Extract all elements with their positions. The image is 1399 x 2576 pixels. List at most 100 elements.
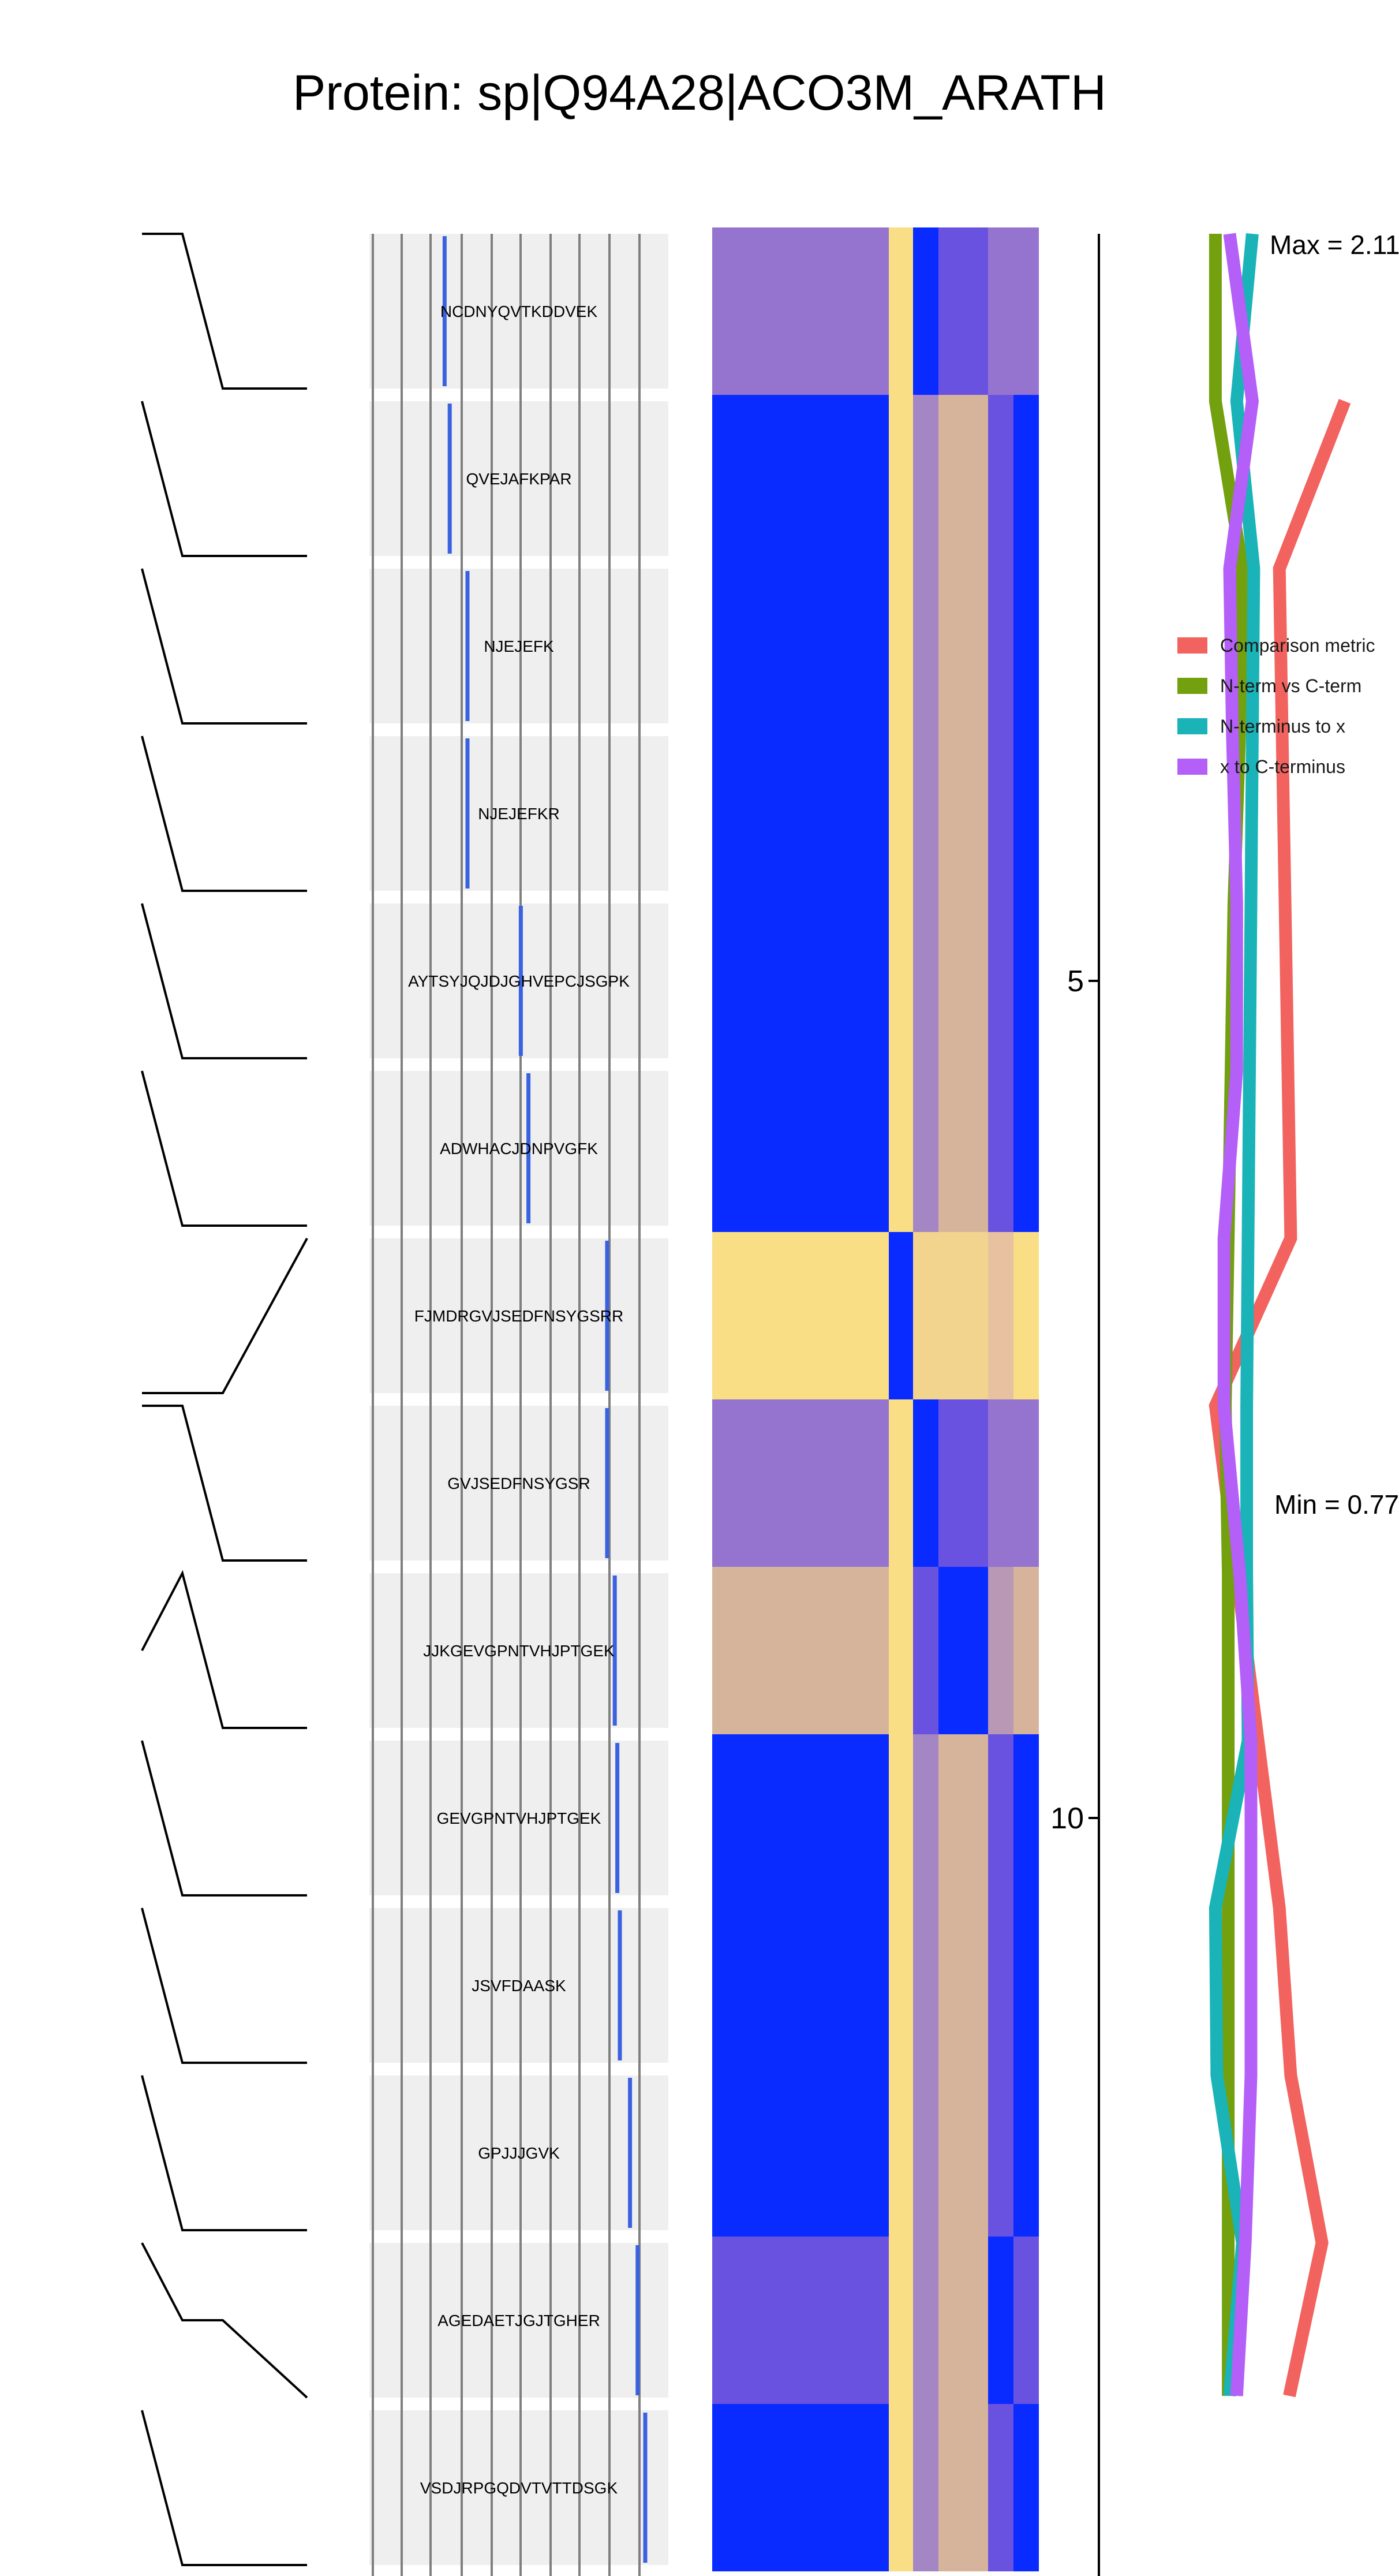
heatmap-cell bbox=[889, 395, 913, 562]
heatmap-cell bbox=[838, 1567, 862, 1734]
heatmap-cell bbox=[862, 227, 889, 395]
heatmap-cell bbox=[938, 1065, 988, 1232]
heatmap-cell bbox=[1013, 395, 1039, 562]
heatmap-panel bbox=[712, 227, 1039, 2571]
peptide-shape-line bbox=[142, 233, 307, 390]
heatmap-cell bbox=[838, 227, 862, 395]
peptide-sequence-label: NCDNYQVTKDDVEK bbox=[440, 303, 598, 320]
line-series bbox=[1209, 398, 1351, 2398]
heatmap-cell bbox=[988, 1399, 1013, 1567]
heatmap-cell bbox=[889, 2404, 913, 2571]
peptide-shape-line bbox=[141, 568, 307, 725]
peptide-sequence-label: VSDJRPGQDVTVTTDSGK bbox=[420, 2479, 618, 2497]
heatmap-cell bbox=[862, 1232, 889, 1399]
heatmap-cell bbox=[988, 2404, 1013, 2571]
heatmap-cell bbox=[889, 2069, 913, 2237]
peptide-sequence-label: GEVGPNTVHJPTGEK bbox=[437, 1809, 601, 1827]
peptide-row-bg bbox=[369, 2243, 668, 2398]
heatmap-cell bbox=[1013, 2069, 1039, 2237]
heatmap-cell bbox=[913, 2237, 938, 2404]
legend-entry-label: N-terminus to x bbox=[1220, 716, 1345, 737]
heatmap-cell bbox=[938, 1734, 988, 1902]
peptide-shape-line bbox=[142, 1405, 307, 1562]
heatmap-cell bbox=[862, 2237, 889, 2404]
legend-entry-label: Comparison metric bbox=[1220, 635, 1375, 656]
heatmap-cell bbox=[988, 1567, 1013, 1734]
heatmap-cell bbox=[862, 2404, 889, 2571]
heatmap-cell bbox=[838, 395, 862, 562]
heatmap-cell bbox=[913, 395, 938, 562]
heatmap-cell bbox=[1013, 897, 1039, 1065]
heatmap-cell bbox=[1013, 2404, 1039, 2571]
peptide-sequence-label: FJMDRGVJSEDFNSYGSRR bbox=[414, 1307, 623, 1325]
heatmap-cell bbox=[862, 1902, 889, 2069]
peptide-sequence-label: AGEDAETJGJTGHER bbox=[437, 2312, 600, 2329]
heatmap-cell bbox=[938, 1902, 988, 2069]
heatmap-cell bbox=[889, 897, 913, 1065]
heatmap-cell bbox=[988, 395, 1013, 562]
heatmap-cell bbox=[988, 562, 1013, 730]
peptide-sequence-label: AYTSYJQJDJGHVEPCJSGPK bbox=[408, 972, 630, 990]
heatmap-cell bbox=[838, 1065, 862, 1232]
heatmap-cell bbox=[988, 2237, 1013, 2404]
peptide-row-bg bbox=[369, 569, 668, 723]
heatmap-cell bbox=[712, 1065, 838, 1232]
axis-tick-label: 5 bbox=[1067, 965, 1084, 998]
heatmap-cell bbox=[1013, 227, 1039, 395]
heatmap-cell bbox=[988, 2069, 1013, 2237]
peptide-shape-line bbox=[141, 1740, 307, 1896]
peptide-shape-line bbox=[141, 401, 307, 557]
max-annotation: Max = 2.11 bbox=[1270, 230, 1399, 260]
heatmap-cell bbox=[938, 2237, 988, 2404]
peptide-sequence-label: GVJSEDFNSYGSR bbox=[447, 1474, 590, 1492]
heatmap-cell bbox=[913, 1567, 938, 1734]
min-annotation: Min = 0.77 bbox=[1274, 1489, 1399, 1520]
peptide-row-bg bbox=[369, 1573, 668, 1728]
legend-entry-label: x to C-terminus bbox=[1220, 756, 1345, 777]
heatmap-cell bbox=[889, 562, 913, 730]
heatmap-cell bbox=[712, 730, 838, 897]
peptide-sequence-label: JJKGEVGPNTVHJPTGEK bbox=[423, 1642, 615, 1660]
heatmap-cell bbox=[938, 562, 988, 730]
heatmap-cell bbox=[712, 227, 838, 395]
heatmap-cell bbox=[838, 1734, 862, 1902]
heatmap-cell bbox=[938, 1399, 988, 1567]
heatmap-cell bbox=[712, 2069, 838, 2237]
heatmap-cell bbox=[862, 562, 889, 730]
heatmap-cell bbox=[913, 562, 938, 730]
line-series bbox=[1209, 233, 1260, 2396]
heatmap-cell bbox=[1013, 562, 1039, 730]
peptide-shape-line bbox=[141, 2075, 307, 2231]
heatmap-cell bbox=[988, 1902, 1013, 2069]
heatmap-cell bbox=[712, 1567, 838, 1734]
legend: Comparison metric N-term vs C-term N-termi… bbox=[1177, 635, 1375, 777]
heatmap-cell bbox=[862, 395, 889, 562]
heatmap-cell bbox=[1013, 1902, 1039, 2069]
peptide-row-bg bbox=[369, 2410, 668, 2565]
heatmap-cell bbox=[838, 897, 862, 1065]
legend-swatch bbox=[1177, 678, 1207, 694]
peptide-panel: NCDNYQVTKDDVEK QVEJAFKPAR NJEJEFK NJEJEFKR A… bbox=[369, 234, 668, 2576]
heatmap-cell bbox=[913, 1734, 938, 1902]
peptide-sequence-label: NJEJEFK bbox=[484, 637, 554, 655]
heatmap-cell bbox=[838, 730, 862, 897]
heatmap-cell bbox=[1013, 1567, 1039, 1734]
peptide-sequence-label: ADWHACJDNPVGFK bbox=[440, 1140, 598, 1158]
peptide-sequence-label: QVEJAFKPAR bbox=[466, 470, 571, 488]
heatmap-cell bbox=[712, 562, 838, 730]
peptide-shape-line bbox=[141, 1570, 307, 1729]
heatmap-cell bbox=[913, 730, 938, 897]
heatmap-cell bbox=[1013, 1065, 1039, 1232]
line-series bbox=[1217, 233, 1259, 2396]
heatmap-cell bbox=[913, 1065, 938, 1232]
peptide-shape-line bbox=[141, 1070, 307, 1227]
heatmap-cell bbox=[889, 1734, 913, 1902]
heatmap-cell bbox=[938, 2069, 988, 2237]
heatmap-cell bbox=[938, 395, 988, 562]
peptide-shape-line bbox=[141, 2242, 308, 2399]
heatmap-cell bbox=[1013, 1734, 1039, 1902]
heatmap-cell bbox=[838, 1232, 862, 1399]
heatmap-cell bbox=[988, 897, 1013, 1065]
heatmap-cell bbox=[862, 730, 889, 897]
